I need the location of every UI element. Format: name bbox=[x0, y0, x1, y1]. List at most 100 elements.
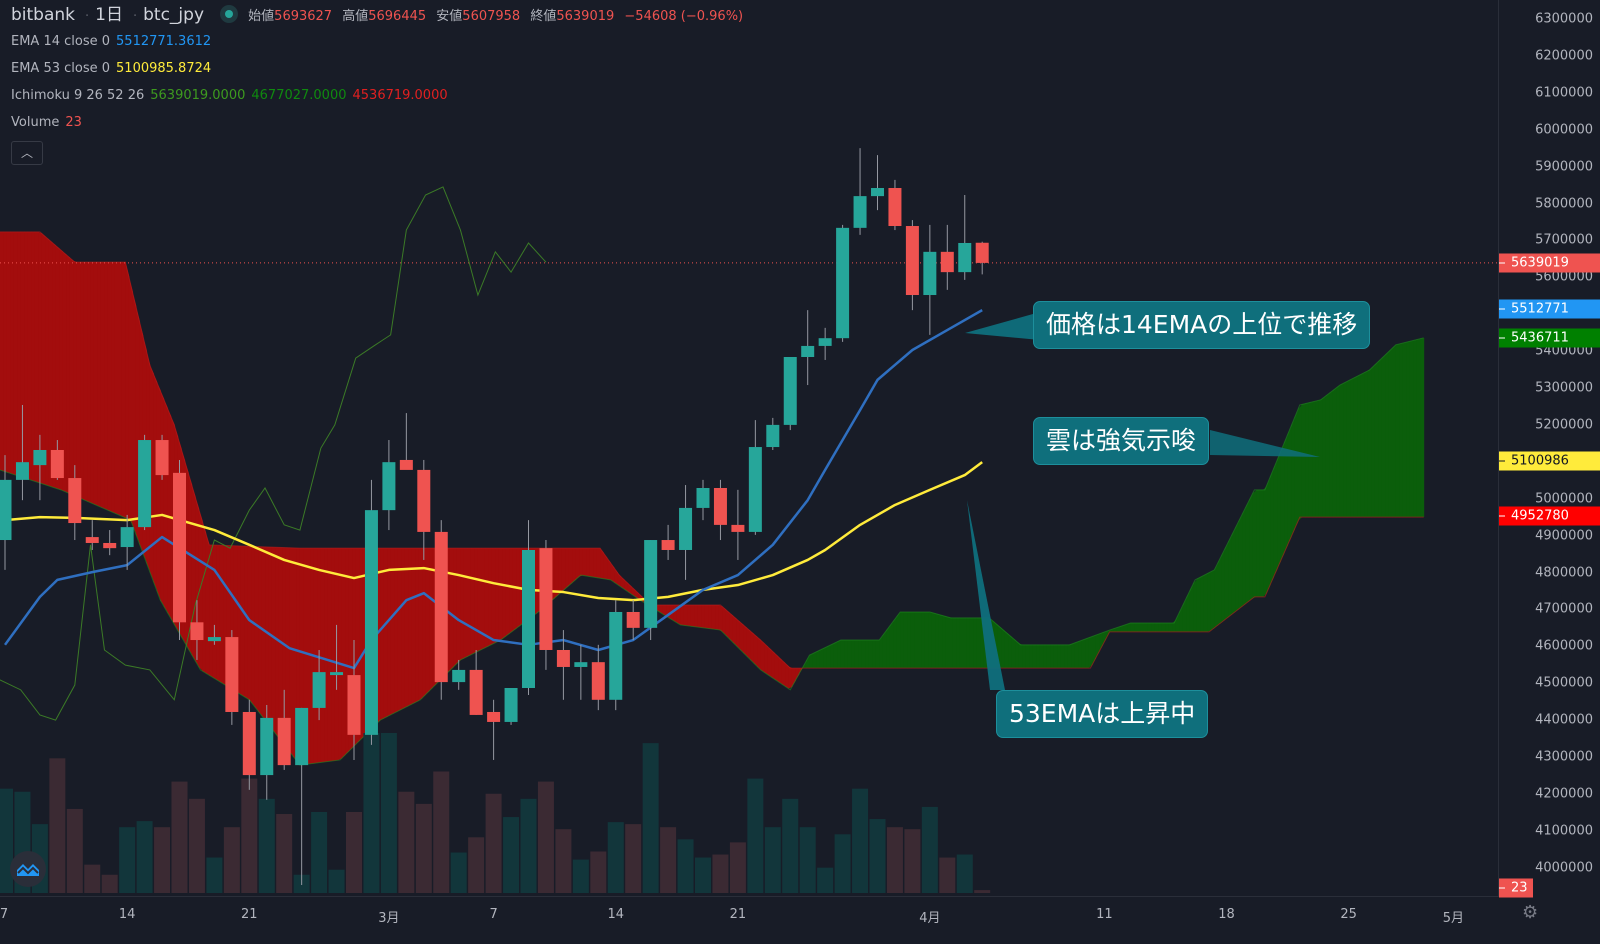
tradingview-logo-icon[interactable] bbox=[10, 851, 46, 887]
ichimoku-value-3: 4536719.0000 bbox=[352, 88, 448, 103]
cloud-bull-segment bbox=[1346, 379, 1351, 518]
price-chart[interactable] bbox=[0, 0, 1498, 897]
candle-body bbox=[68, 478, 82, 524]
cloud-bear-segment bbox=[160, 390, 165, 607]
annotation-ema14[interactable]: 価格は14EMAの上位で推移 bbox=[1033, 301, 1371, 349]
volume-bar bbox=[886, 827, 903, 893]
cloud-bull-segment bbox=[1011, 637, 1016, 669]
time-axis[interactable]: 7 14 21 3月 7 14 21 4月 11 18 25 5月 bbox=[0, 896, 1498, 944]
cloud-bull-segment bbox=[1039, 644, 1044, 669]
volume-value: 23 bbox=[65, 115, 82, 130]
cloud-bear-segment bbox=[729, 612, 734, 643]
cloud-bull-segment bbox=[837, 640, 842, 669]
cloud-bear-segment bbox=[718, 604, 723, 632]
candle-body bbox=[818, 338, 832, 346]
annotation-cloud[interactable]: 雲は強気示唆 bbox=[1033, 417, 1210, 465]
price-axis-label: 4300000 bbox=[1535, 749, 1593, 765]
cloud-bull-segment bbox=[1305, 402, 1310, 518]
candle-body bbox=[766, 424, 780, 448]
volume-bar bbox=[206, 857, 223, 893]
candle-body bbox=[748, 447, 762, 532]
cloud-bull-segment bbox=[886, 626, 891, 669]
volume-bar bbox=[729, 842, 746, 893]
cloud-bear-segment bbox=[265, 546, 269, 725]
volume-bar bbox=[154, 827, 171, 893]
price-axis-label: 6300000 bbox=[1535, 11, 1593, 27]
volume-legend[interactable]: Volume 23 bbox=[11, 112, 749, 139]
ema53-legend[interactable]: EMA 53 close 0 5100985.8724 bbox=[11, 58, 749, 85]
candle-body bbox=[713, 487, 727, 525]
cloud-bull-segment bbox=[1406, 341, 1411, 518]
cloud-bull-segment bbox=[851, 640, 856, 669]
cloud-bull-segment bbox=[924, 611, 929, 669]
cloud-bull-segment bbox=[809, 653, 814, 669]
volume-bar bbox=[677, 839, 694, 893]
cloud-bull-segment bbox=[1224, 542, 1229, 620]
cloud-bear-segment bbox=[104, 262, 109, 511]
cloud-bull-segment bbox=[1022, 644, 1027, 669]
price-axis[interactable]: 6300000 6200000 6100000 6000000 5900000 58000… bbox=[1498, 0, 1600, 898]
candle-body bbox=[888, 188, 902, 227]
cloud-bull-segment bbox=[1318, 398, 1323, 518]
cloud-bear-segment bbox=[383, 548, 388, 719]
cloud-bull-segment bbox=[1420, 337, 1425, 518]
ema14-legend[interactable]: EMA 14 close 0 5512771.3612 bbox=[11, 31, 749, 58]
cloud-bear-segment bbox=[575, 548, 580, 580]
candle-body bbox=[434, 531, 448, 683]
ema14-line bbox=[3, 309, 983, 670]
cloud-bear-segment bbox=[66, 254, 71, 494]
volume-bar bbox=[537, 781, 554, 893]
cloud-bear-segment bbox=[275, 547, 280, 739]
candle-body bbox=[50, 449, 64, 479]
cloud-bear-segment bbox=[76, 262, 81, 499]
settings-gear-icon[interactable]: ⚙ bbox=[1522, 902, 1539, 923]
cloud-bear-segment bbox=[38, 231, 43, 484]
volume-bar bbox=[49, 758, 66, 893]
price-axis-label: 6000000 bbox=[1535, 122, 1593, 138]
cloud-bear-segment bbox=[167, 407, 172, 619]
cloud-bear-segment bbox=[10, 231, 15, 475]
candle-body bbox=[103, 542, 117, 549]
interval[interactable]: 1日 bbox=[95, 5, 123, 25]
candle-body bbox=[801, 345, 815, 358]
cloud-bear-segment bbox=[495, 548, 500, 643]
cloud-bear-segment bbox=[111, 262, 116, 514]
cloud-bull-segment bbox=[1081, 639, 1086, 669]
chevron-up-icon[interactable]: ︿ bbox=[11, 141, 43, 165]
volume-bar bbox=[101, 874, 118, 893]
cloud-bull-segment bbox=[1182, 597, 1187, 632]
cloud-bull-segment bbox=[844, 640, 849, 669]
cloud-bear-segment bbox=[69, 257, 74, 496]
cloud-bull-segment bbox=[1127, 623, 1132, 632]
open-value: 5693627 bbox=[274, 9, 333, 24]
exchange-name[interactable]: bitbank bbox=[11, 5, 76, 25]
price-axis-label: 6200000 bbox=[1535, 48, 1593, 64]
close-value: 5639019 bbox=[556, 9, 615, 24]
cloud-bear-segment bbox=[708, 604, 713, 629]
volume-bar bbox=[0, 788, 13, 893]
cloud-bull-segment bbox=[1228, 535, 1233, 618]
candle-up bbox=[364, 479, 378, 745]
symbol-name[interactable]: btc_jpy bbox=[143, 5, 205, 25]
cloud-bear-segment bbox=[41, 233, 46, 485]
cloud-bull-segment bbox=[931, 612, 936, 669]
volume-bar bbox=[188, 798, 205, 893]
volume-bar bbox=[241, 778, 258, 893]
cloud-bull-segment bbox=[1409, 340, 1414, 518]
cloud-bull-segment bbox=[1203, 573, 1208, 632]
annotation-ema53[interactable]: 53EMAは上昇中 bbox=[996, 690, 1209, 738]
candle-down bbox=[103, 530, 117, 556]
cloud-bull-segment bbox=[1161, 623, 1166, 632]
cloud-bear-segment bbox=[31, 231, 36, 482]
cloud-bull-segment bbox=[1416, 338, 1421, 518]
cloud-bull-segment bbox=[1374, 361, 1379, 518]
volume-bar bbox=[712, 854, 729, 893]
cloud-bear-segment bbox=[456, 548, 461, 664]
cloud-bull-segment bbox=[1151, 623, 1156, 632]
price-axis-label: 4500000 bbox=[1535, 675, 1593, 691]
cloud-bear-segment bbox=[631, 586, 636, 597]
ichimoku-legend[interactable]: Ichimoku 9 26 52 26 5639019.0000 4677027.0… bbox=[11, 85, 749, 112]
volume-bar bbox=[782, 798, 799, 893]
cloud-bear-segment bbox=[460, 548, 465, 660]
candle-up bbox=[260, 704, 274, 800]
